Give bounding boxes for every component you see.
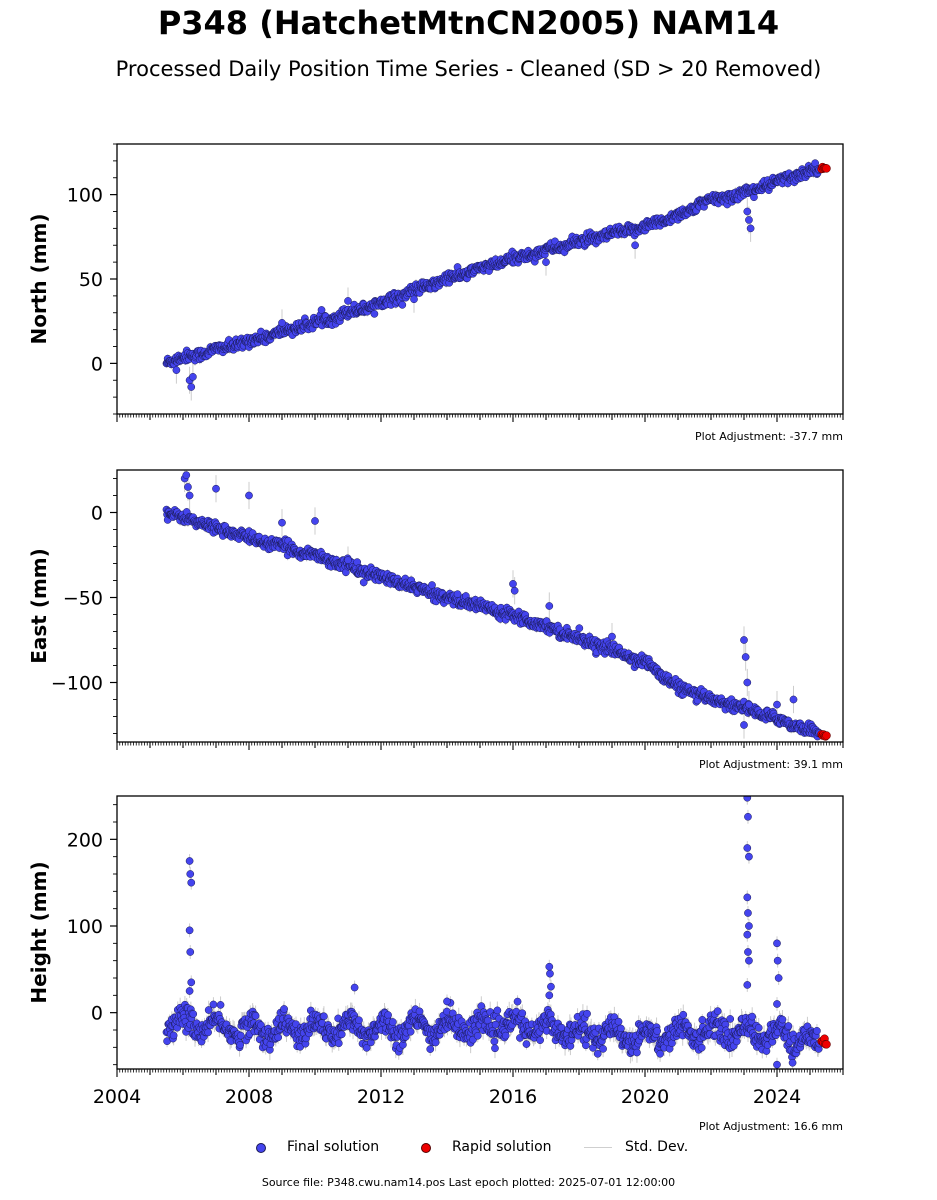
outlier-point xyxy=(278,518,286,527)
outlier-point xyxy=(545,602,554,610)
chart-title: P348 (HatchetMtnCN2005) NAM14 xyxy=(157,4,780,42)
plot-area xyxy=(162,159,831,401)
rapid-points xyxy=(817,162,831,174)
y-tick-label: 0 xyxy=(91,353,103,375)
outlier-point xyxy=(773,700,781,709)
outlier-point xyxy=(740,636,748,644)
outlier-point xyxy=(745,216,753,224)
final-points xyxy=(162,159,824,391)
outlier-point xyxy=(743,207,752,216)
plot-adjustment-note: Plot Adjustment: -37.7 mm xyxy=(695,430,843,443)
panel-1: 0 50 100 North (mm) Plot Adjustment: -37.7 m… xyxy=(27,143,844,443)
outlier-point xyxy=(510,586,519,595)
outlier-point xyxy=(172,366,181,374)
outlier-point xyxy=(187,383,196,391)
outlier-point xyxy=(278,319,286,327)
outlier-point xyxy=(184,483,192,491)
final-point xyxy=(453,590,462,599)
plot-area xyxy=(162,470,831,741)
outlier-point xyxy=(631,241,639,250)
outlier-point xyxy=(745,700,753,709)
rapid-point xyxy=(822,164,831,173)
rapid-points xyxy=(817,730,831,741)
outlier-point xyxy=(185,491,194,500)
outlier-point xyxy=(509,580,517,588)
axes-frame xyxy=(116,143,844,415)
outlier-point xyxy=(212,484,220,493)
outlier-point xyxy=(189,373,197,381)
chart-subtitle: Processed Daily Position Time Series - C… xyxy=(115,57,822,81)
outlier-point xyxy=(740,721,748,729)
outlier-point xyxy=(741,653,750,661)
final-point xyxy=(317,306,326,314)
y-tick-label: −50 xyxy=(63,588,103,610)
outlier-point xyxy=(344,297,352,305)
outlier-point xyxy=(410,295,418,304)
final-point xyxy=(370,310,379,318)
outlier-point xyxy=(789,695,798,704)
outlier-point xyxy=(311,517,319,525)
final-point xyxy=(575,624,584,633)
outlier-point xyxy=(245,491,253,500)
y-tick-label: 100 xyxy=(67,185,103,207)
outlier-point xyxy=(746,224,755,233)
outlier-point xyxy=(608,632,616,641)
outlier-point xyxy=(344,556,352,564)
outlier-point xyxy=(542,258,550,266)
rapid-point xyxy=(822,731,831,740)
outlier-point xyxy=(182,471,191,479)
final-points xyxy=(162,471,824,741)
y-axis-label: North (mm) xyxy=(27,213,51,344)
final-point xyxy=(428,581,436,589)
y-tick-label: 0 xyxy=(91,503,103,525)
outlier-point xyxy=(743,678,752,687)
y-tick-label: −100 xyxy=(51,673,103,695)
final-point xyxy=(359,578,368,587)
y-tick-label: 50 xyxy=(79,269,103,291)
final-point xyxy=(398,301,407,309)
